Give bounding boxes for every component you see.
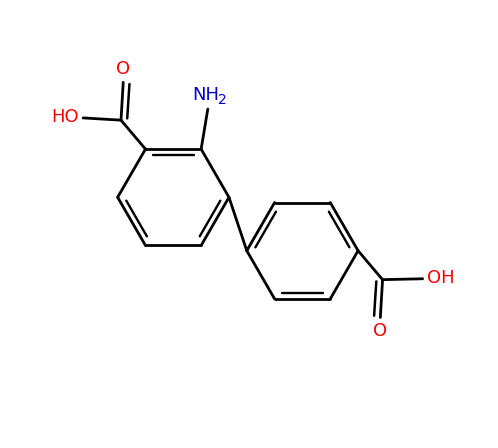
Text: 2: 2 [218, 93, 227, 107]
Text: O: O [116, 60, 130, 78]
Text: OH: OH [427, 269, 455, 287]
Text: NH: NH [192, 86, 219, 103]
Text: O: O [374, 322, 387, 340]
Text: HO: HO [51, 108, 79, 126]
